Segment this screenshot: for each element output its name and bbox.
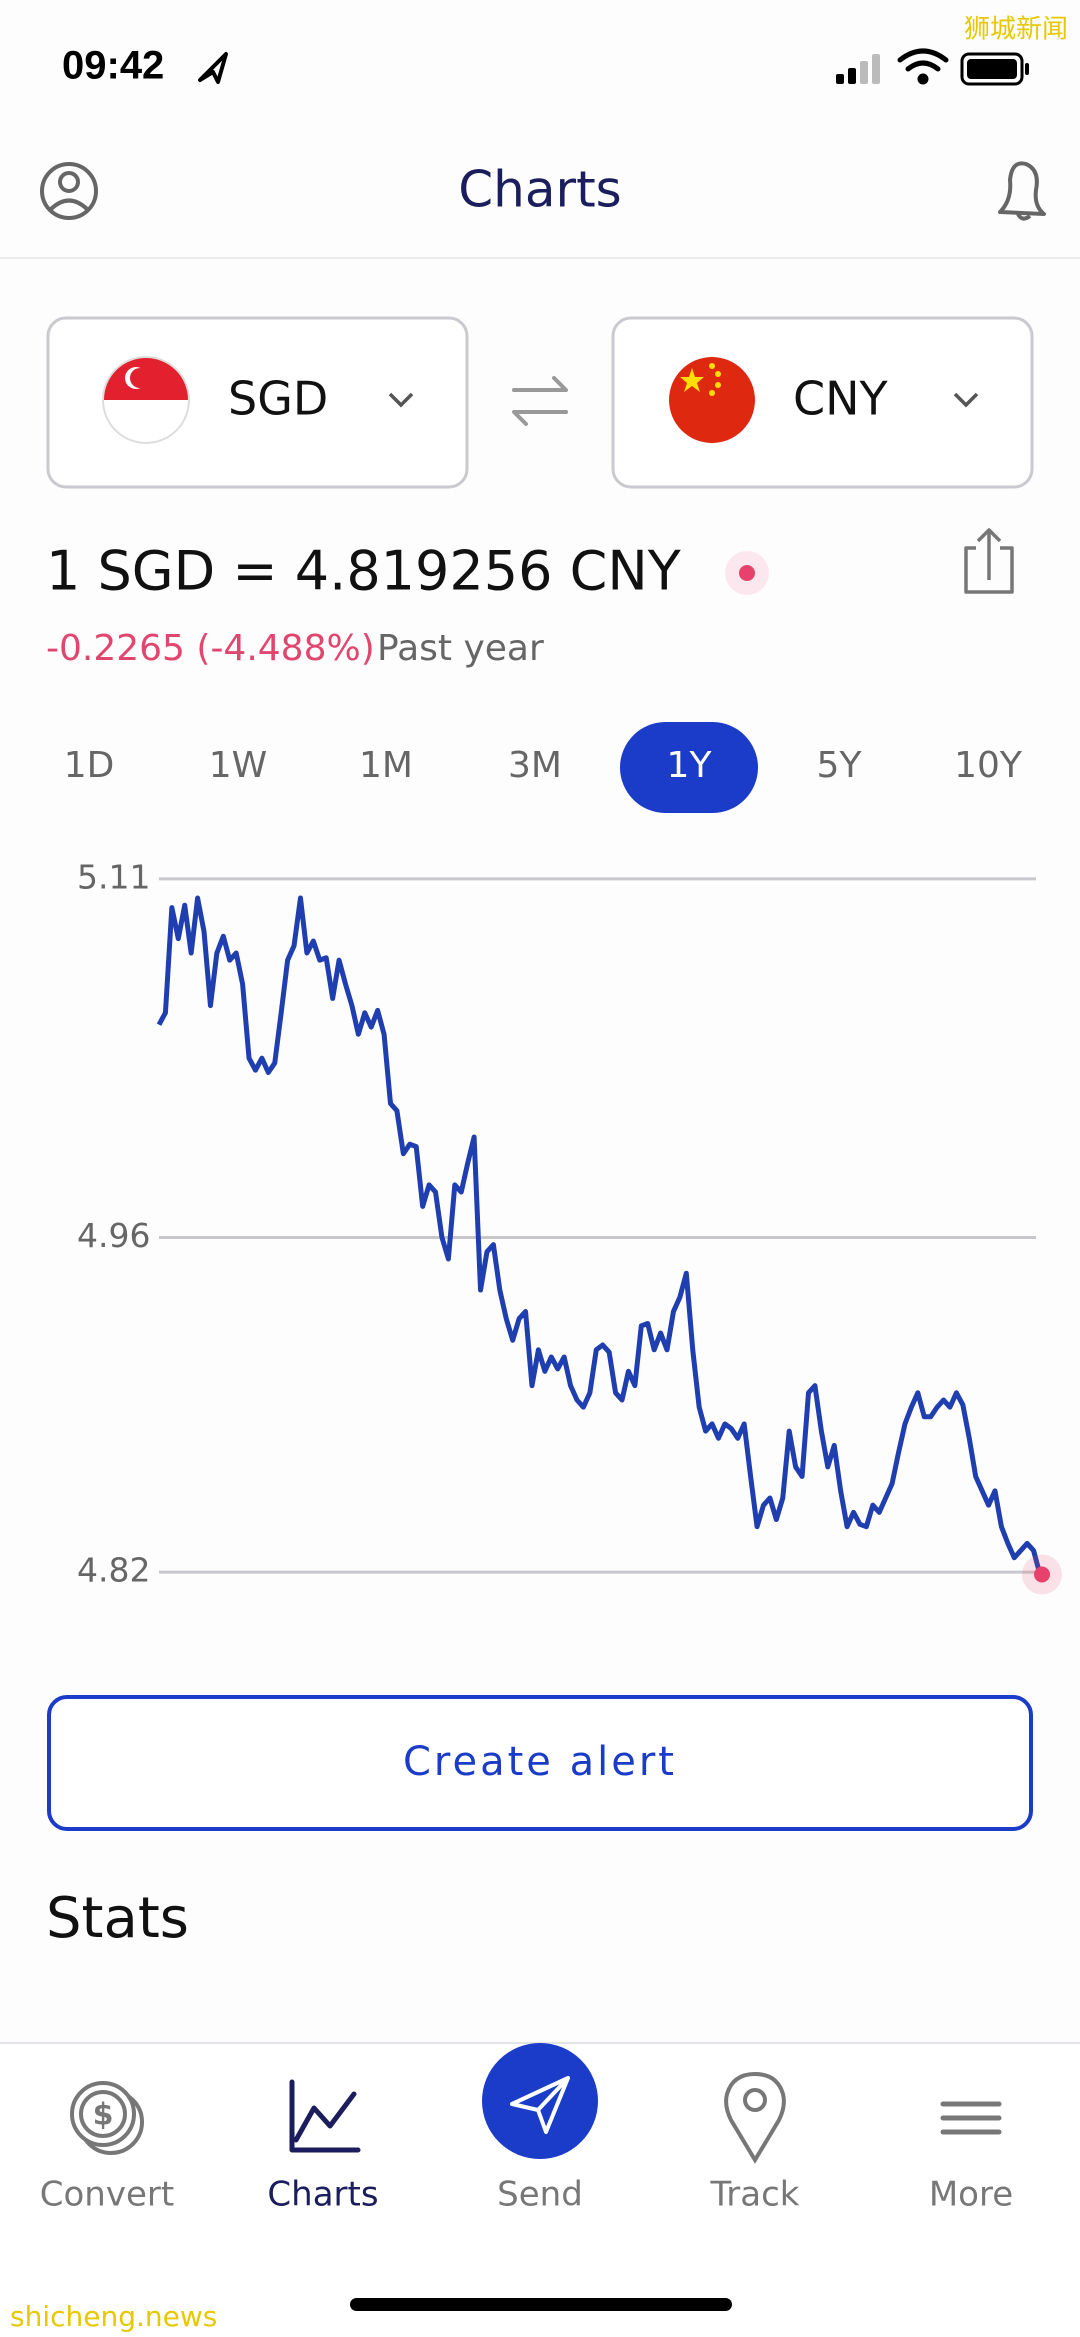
profile-button[interactable] — [40, 162, 98, 220]
charts-icon[interactable] — [289, 2079, 361, 2153]
signal-icon — [836, 54, 880, 84]
china-flag — [669, 357, 755, 443]
dropdown-chevron — [953, 392, 979, 408]
exchange-rate: 1 SGD = 4.819256 CNY — [46, 540, 682, 603]
rate-period: Past year — [377, 628, 544, 669]
period-tab-selected[interactable]: 1Y — [667, 745, 713, 786]
from-currency-code: SGD — [228, 372, 328, 426]
selected-period-pill — [620, 722, 758, 813]
period-tab[interactable]: 3M — [508, 745, 562, 786]
stats-title: Stats — [46, 1886, 189, 1951]
watermark: 狮城新闻 — [964, 15, 1068, 45]
create-alert-button[interactable] — [47, 1695, 1033, 1831]
watermark: shicheng.news — [10, 2300, 217, 2333]
notifications-button[interactable] — [998, 161, 1046, 221]
rate-line — [156, 895, 1043, 1576]
swap-button[interactable] — [512, 376, 568, 426]
nav-label[interactable]: Convert — [40, 2175, 174, 2215]
period-tab[interactable]: 1D — [64, 745, 115, 786]
create-alert-label[interactable]: Create alert — [403, 1739, 677, 1785]
send-button[interactable] — [482, 2043, 598, 2159]
share-button[interactable] — [964, 528, 1014, 594]
svg-text:$: $ — [93, 2098, 114, 2133]
location-icon — [198, 52, 228, 84]
battery-icon — [960, 52, 1029, 86]
track-icon[interactable] — [724, 2071, 786, 2164]
rate-chart: 4.82 4.96 5.11 — [77, 857, 1062, 1595]
header-title: Charts — [458, 161, 621, 219]
nav-label[interactable]: Track — [710, 2175, 800, 2215]
nav-label[interactable]: Send — [497, 2175, 583, 2215]
dropdown-chevron — [388, 392, 414, 408]
last-point — [1034, 1566, 1050, 1583]
convert-icon[interactable]: $ — [70, 2081, 144, 2155]
y-tick-label: 4.82 — [77, 1551, 150, 1590]
period-tab[interactable]: 5Y — [817, 745, 863, 786]
home-indicator — [350, 2298, 732, 2311]
period-tab[interactable]: 1M — [359, 745, 413, 786]
nav-label[interactable]: More — [929, 2175, 1013, 2215]
y-tick-label: 4.96 — [77, 1216, 150, 1255]
wifi-icon — [897, 48, 949, 85]
to-currency-code: CNY — [793, 372, 889, 426]
period-tab[interactable]: 10Y — [954, 745, 1023, 786]
nav-label[interactable]: Charts — [267, 2175, 378, 2215]
y-tick-label: 5.11 — [77, 857, 150, 896]
period-tab[interactable]: 1W — [209, 745, 268, 786]
rate-change: -0.2265 (-4.488%) — [46, 628, 375, 669]
send-icon — [510, 2076, 570, 2134]
more-icon[interactable] — [940, 2101, 1002, 2135]
live-indicator — [739, 565, 755, 581]
status-time: 09:42 — [62, 44, 164, 88]
